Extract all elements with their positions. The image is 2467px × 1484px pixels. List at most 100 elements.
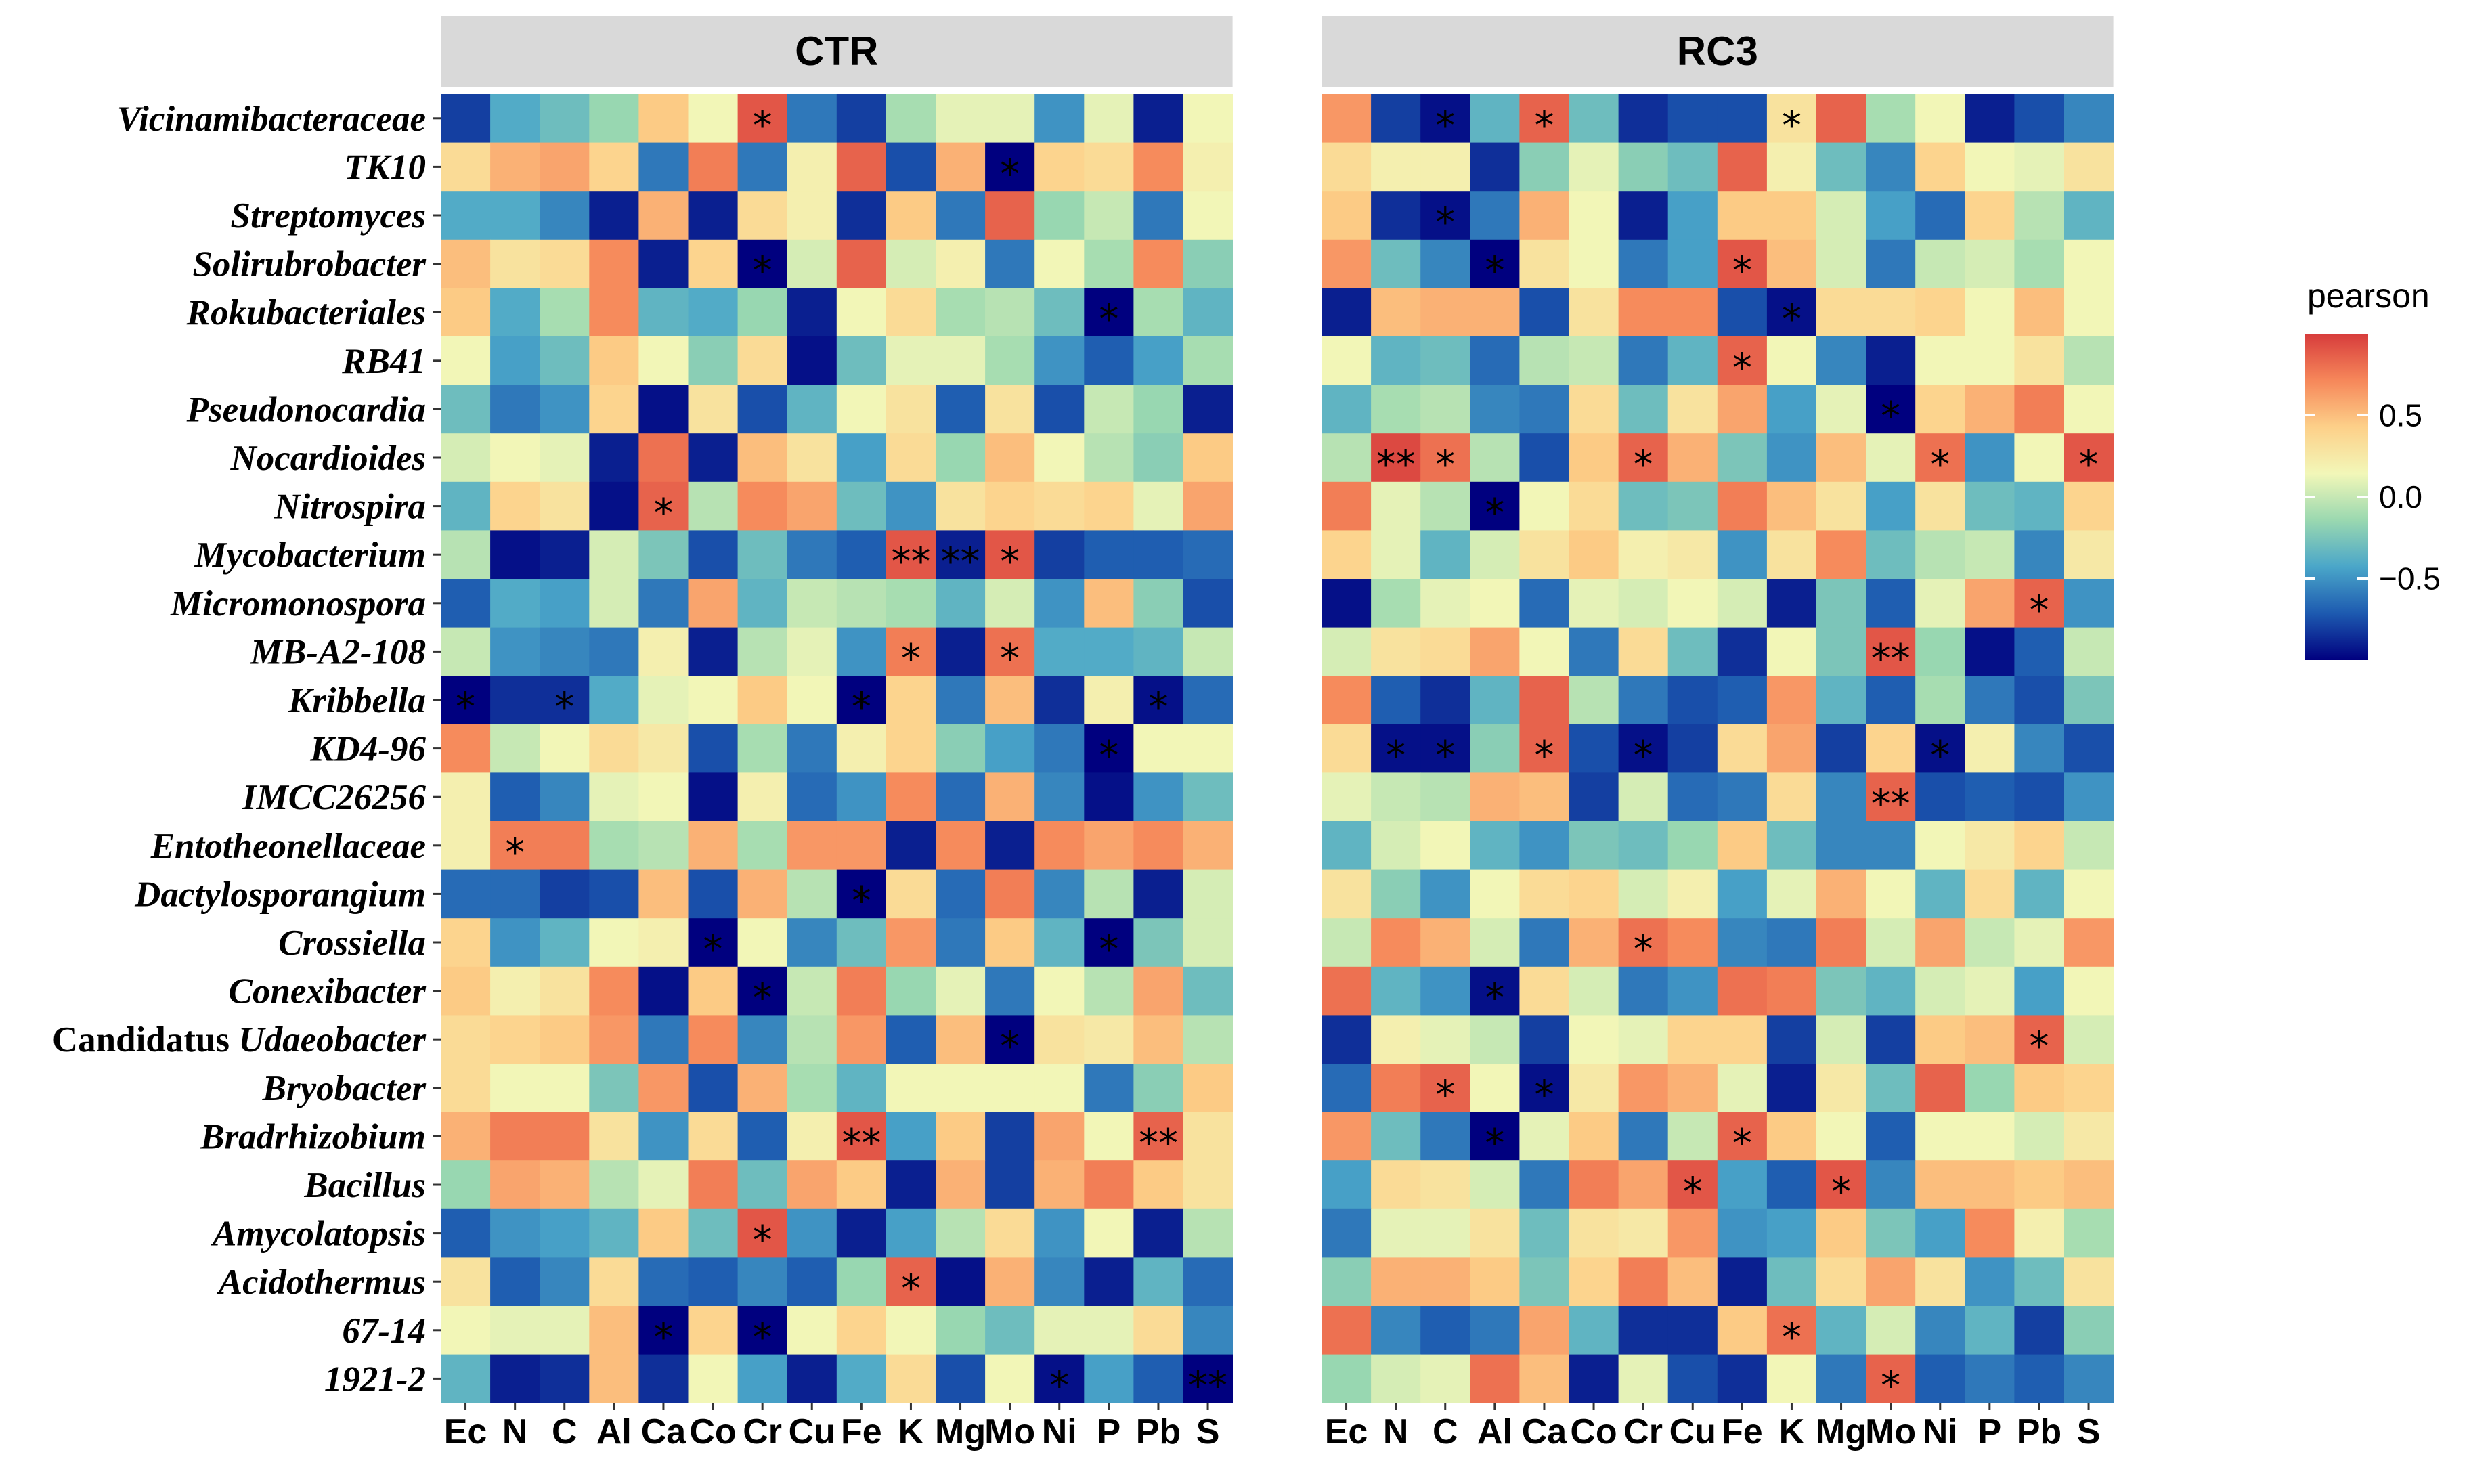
heatmap-cell <box>985 1015 1035 1064</box>
heatmap-cell <box>638 191 689 240</box>
heatmap-cell <box>2064 530 2114 580</box>
heatmap-cell <box>1322 1015 1372 1064</box>
row-label: Conexibacter <box>229 972 427 1011</box>
heatmap-cell <box>540 385 590 434</box>
heatmap-cell <box>1519 239 1570 288</box>
heatmap-cell <box>1183 1160 1234 1210</box>
heatmap-cell <box>540 869 590 919</box>
significance-marker: * <box>1148 684 1168 730</box>
heatmap-cell <box>2064 288 2114 337</box>
significance-marker: * <box>1485 975 1504 1021</box>
heatmap-cell <box>540 142 590 192</box>
heatmap-cell <box>1322 481 1372 531</box>
significance-marker: * <box>2079 441 2099 487</box>
heatmap-cell <box>1322 627 1372 676</box>
heatmap-cell <box>1915 724 1965 773</box>
heatmap-cell <box>836 433 887 483</box>
significance-marker: * <box>1782 296 1802 342</box>
row-label: Nitrospira <box>274 487 426 527</box>
heatmap-cell <box>1322 821 1372 871</box>
heatmap-cell <box>1717 94 1768 144</box>
heatmap-cell <box>1133 772 1184 822</box>
heatmap-cell <box>441 288 491 337</box>
heatmap-cell <box>985 627 1035 676</box>
heatmap-cell <box>787 676 837 725</box>
heatmap-cell <box>1667 1208 1718 1258</box>
heatmap-cell <box>1766 1354 1817 1403</box>
significance-marker: * <box>901 635 921 681</box>
heatmap-cell <box>1519 288 1570 337</box>
heatmap-cell <box>1183 142 1234 192</box>
heatmap-cell <box>1618 1064 1669 1113</box>
heatmap-cell <box>1371 966 1421 1016</box>
heatmap-cell <box>1766 676 1817 725</box>
heatmap-cell <box>1519 385 1570 434</box>
heatmap-cell <box>1133 1160 1184 1210</box>
heatmap-cell <box>1915 1112 1965 1161</box>
heatmap-cell <box>1183 579 1234 628</box>
heatmap-cell <box>1183 869 1234 919</box>
row-label: IMCC26256 <box>242 778 426 817</box>
heatmap-cell <box>638 724 689 773</box>
heatmap-cell <box>638 966 689 1016</box>
heatmap-cell <box>1569 1160 1619 1210</box>
heatmap-cell <box>1322 966 1372 1016</box>
heatmap-cell <box>936 1257 986 1307</box>
panel-ctr: CTR******* ** ** ** * * ***** ***** ***** ** **Ec N… <box>441 16 1234 1452</box>
heatmap-cell <box>1816 1015 1866 1064</box>
heatmap-cell <box>1519 724 1570 773</box>
heatmap-cell <box>490 433 540 483</box>
heatmap-cell <box>1618 239 1669 288</box>
heatmap-cell <box>540 1160 590 1210</box>
heatmap-cell <box>1470 772 1520 822</box>
heatmap-cell <box>1133 821 1184 871</box>
heatmap-cell <box>1034 1064 1085 1113</box>
significance-marker: * <box>1000 538 1020 584</box>
heatmap-cell <box>1618 772 1669 822</box>
heatmap-cell <box>886 94 936 144</box>
heatmap-cell <box>1371 1257 1421 1307</box>
heatmap-cell <box>886 772 936 822</box>
heatmap-cell <box>886 191 936 240</box>
heatmap-cell <box>1816 530 1866 580</box>
legend-title: pearson <box>2307 277 2430 315</box>
heatmap-cell <box>1915 676 1965 725</box>
heatmap-cell <box>589 1064 639 1113</box>
column-label: C <box>1433 1412 1458 1452</box>
heatmap-cell <box>2064 1257 2114 1307</box>
heatmap-cell <box>1470 530 1520 580</box>
row-label: Entotheonellaceae <box>150 827 426 866</box>
heatmap-cell <box>638 1354 689 1403</box>
heatmap-cell <box>1618 1112 1669 1161</box>
heatmap-cell <box>490 1257 540 1307</box>
heatmap-cell <box>1084 821 1134 871</box>
heatmap-cell <box>1866 1064 1916 1113</box>
heatmap-cell <box>787 869 837 919</box>
heatmap-cell <box>638 385 689 434</box>
heatmap-cell <box>1717 966 1768 1016</box>
heatmap-cell <box>1667 579 1718 628</box>
heatmap-cell <box>589 530 639 580</box>
heatmap-cell <box>1618 530 1669 580</box>
heatmap-cell <box>1470 239 1520 288</box>
heatmap-cell <box>1766 627 1817 676</box>
heatmap-cell <box>1133 1112 1184 1161</box>
heatmap-cell <box>1816 1160 1866 1210</box>
heatmap-cell <box>1470 1064 1520 1113</box>
heatmap-cell <box>1618 94 1669 144</box>
heatmap-cell <box>1965 724 2015 773</box>
heatmap-cell <box>1322 530 1372 580</box>
heatmap-cell <box>1084 579 1134 628</box>
heatmap-cell <box>1569 1064 1619 1113</box>
heatmap-cell <box>1667 239 1718 288</box>
heatmap-cell <box>1915 1160 1965 1210</box>
heatmap-cell <box>1717 191 1768 240</box>
heatmap-cell <box>441 1112 491 1161</box>
heatmap-cell <box>1965 1064 2015 1113</box>
heatmap-cell <box>540 966 590 1016</box>
heatmap-cell <box>1866 724 1916 773</box>
heatmap-cell <box>1569 918 1619 967</box>
heatmap-cell <box>1034 530 1085 580</box>
heatmap-cell <box>2064 966 2114 1016</box>
heatmap-cell <box>1717 142 1768 192</box>
